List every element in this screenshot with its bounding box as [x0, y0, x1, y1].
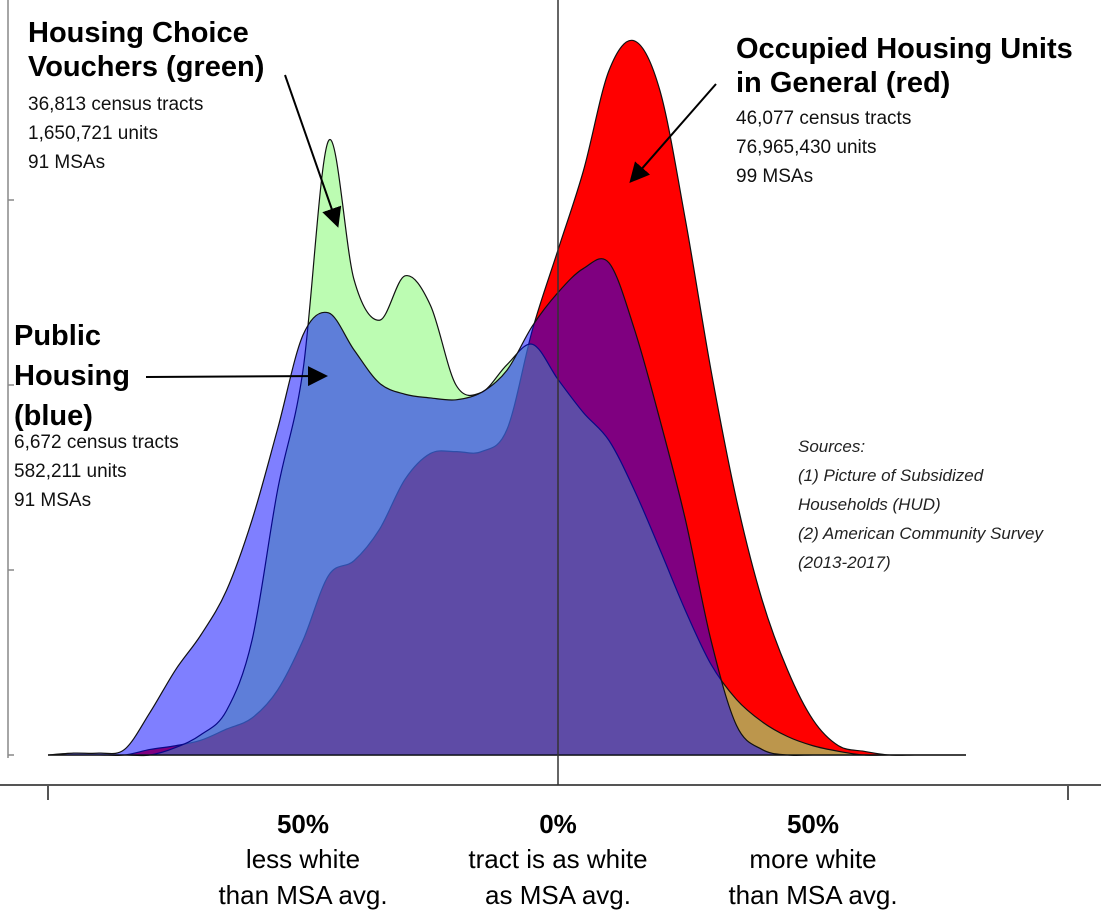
stat: 99 MSAs — [736, 166, 814, 187]
series-label: Housing Choice Vouchers (green) — [28, 17, 265, 83]
series-stats: 46,077 census tracts 76,965,430 units 99… — [736, 104, 911, 191]
x-tick-caption: as MSA avg. — [485, 880, 631, 910]
x-tick-caption: less white — [246, 844, 360, 874]
series-label: Occupied Housing Units in General (red) — [736, 33, 1073, 99]
sources: Sources: (1) Picture of Subsidized Househo… — [798, 432, 1043, 577]
x-tick-caption: tract is as white — [468, 844, 647, 874]
x-tick-caption: more white — [749, 844, 876, 874]
arrow — [629, 83, 717, 184]
source-line: Sources: — [798, 437, 866, 456]
stat: 91 MSAs — [14, 490, 92, 511]
stat: 582,211 units — [14, 461, 127, 482]
x-tick-label: 50% — [787, 809, 839, 839]
x-tick-label: 0% — [539, 809, 577, 839]
x-tick-caption: than MSA avg. — [218, 880, 387, 910]
series-label: Public Housing (blue) — [14, 320, 130, 432]
series-stats: 6,672 census tracts 582,211 units 91 MSA… — [14, 428, 179, 515]
arrow — [284, 74, 342, 228]
series-stats: 36,813 census tracts 1,650,721 units 91 … — [28, 90, 203, 177]
source-line: (2) American Community Survey — [798, 524, 1043, 543]
source-line: Households (HUD) — [798, 495, 941, 514]
x-tick-label: 50% — [277, 809, 329, 839]
stat: 1,650,721 units — [28, 123, 158, 144]
source-line: (1) Picture of Subsidized — [798, 466, 984, 485]
arrow — [145, 366, 328, 387]
stat: 6,672 census tracts — [14, 432, 179, 453]
stat: 36,813 census tracts — [28, 94, 204, 115]
density-area — [47, 258, 966, 757]
source-line: (2013-2017) — [798, 553, 891, 572]
x-tick-caption: than MSA avg. — [728, 880, 897, 910]
stat: 76,965,430 units — [736, 137, 877, 158]
stat: 91 MSAs — [28, 152, 106, 173]
stat: 46,077 census tracts — [736, 108, 912, 129]
